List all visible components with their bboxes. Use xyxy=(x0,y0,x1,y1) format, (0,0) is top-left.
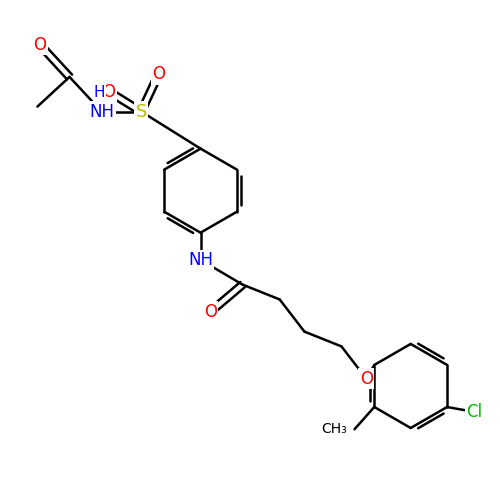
Text: O: O xyxy=(102,83,116,101)
Text: CH₃: CH₃ xyxy=(322,422,347,436)
Text: NH: NH xyxy=(89,102,114,120)
Text: Cl: Cl xyxy=(466,403,482,421)
Text: NH: NH xyxy=(188,251,213,269)
Text: H: H xyxy=(94,86,105,100)
Text: O: O xyxy=(34,36,46,54)
Text: O: O xyxy=(204,303,217,321)
Text: S: S xyxy=(136,102,147,120)
Text: O: O xyxy=(360,370,372,388)
Text: O: O xyxy=(152,66,165,84)
